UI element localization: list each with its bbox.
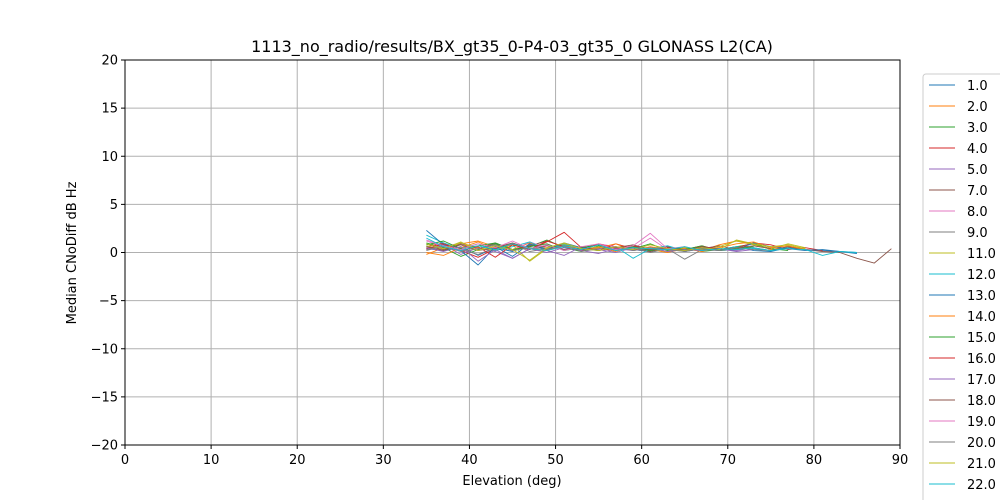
legend-label: 2.0 — [967, 100, 988, 115]
x-tick-label: 60 — [633, 453, 650, 468]
x-tick-label: 20 — [289, 453, 306, 468]
legend-label: 12.0 — [967, 268, 996, 283]
y-tick-label: 0 — [110, 246, 118, 261]
y-axis-label: Median CNoDiff dB Hz — [65, 181, 80, 324]
series-line-15.0 — [426, 240, 754, 252]
x-axis-label: Elevation (deg) — [462, 474, 561, 489]
legend-label: 17.0 — [967, 373, 996, 388]
series-line-21.0 — [426, 239, 806, 261]
legend-label: 5.0 — [967, 163, 988, 178]
legend-label: 18.0 — [967, 394, 996, 409]
legend-label: 9.0 — [967, 226, 988, 241]
y-tick-label: −15 — [91, 390, 118, 405]
x-tick-label: 30 — [375, 453, 392, 468]
x-tick-label: 10 — [203, 453, 220, 468]
series-group — [426, 230, 892, 266]
x-tick-label: 70 — [720, 453, 737, 468]
legend-label: 1.0 — [967, 79, 988, 94]
x-tick-label: 90 — [892, 453, 909, 468]
legend-label: 15.0 — [967, 331, 996, 346]
legend-label: 19.0 — [967, 415, 996, 430]
x-tick-label: 80 — [806, 453, 823, 468]
legend-label: 20.0 — [967, 436, 996, 451]
y-tick-label: 20 — [101, 54, 118, 69]
y-tick-label: 15 — [101, 102, 118, 117]
legend-label: 8.0 — [967, 205, 988, 220]
y-tick-label: 5 — [110, 198, 118, 213]
legend: 1.0 2.0 3.0 4.0 5.0 7.0 8.0 9.0 11.0 12.0 13.0 14.0… — [922, 73, 1000, 500]
y-tick-label: 10 — [101, 150, 118, 165]
legend-label: 22.0 — [967, 478, 996, 493]
legend-label: 11.0 — [967, 247, 996, 262]
y-tick-label: −10 — [91, 342, 118, 357]
legend-label: 14.0 — [967, 310, 996, 325]
series-line-17.0 — [426, 246, 754, 262]
legend-box — [922, 73, 1000, 500]
y-tick-label: −5 — [99, 294, 118, 309]
series-line-22.0 — [426, 237, 857, 256]
x-tick-label: 0 — [121, 453, 129, 468]
x-tick-label: 40 — [461, 453, 478, 468]
legend-label: 7.0 — [967, 184, 988, 199]
y-tick-label: −20 — [91, 439, 118, 454]
legend-label: 21.0 — [967, 457, 996, 472]
legend-label: 13.0 — [967, 289, 996, 304]
x-tick-label: 50 — [547, 453, 564, 468]
legend-label: 4.0 — [967, 142, 988, 157]
legend-label: 16.0 — [967, 352, 996, 367]
ticks: 0 10 20 30 40 50 60 70 80 90 −20 −15 −10 −5 0 5 10 15 20 — [91, 54, 909, 469]
legend-label: 3.0 — [967, 121, 988, 136]
chart-title: 1113_no_radio/results/BX_gt35_0-P4-03_gt… — [251, 37, 773, 57]
